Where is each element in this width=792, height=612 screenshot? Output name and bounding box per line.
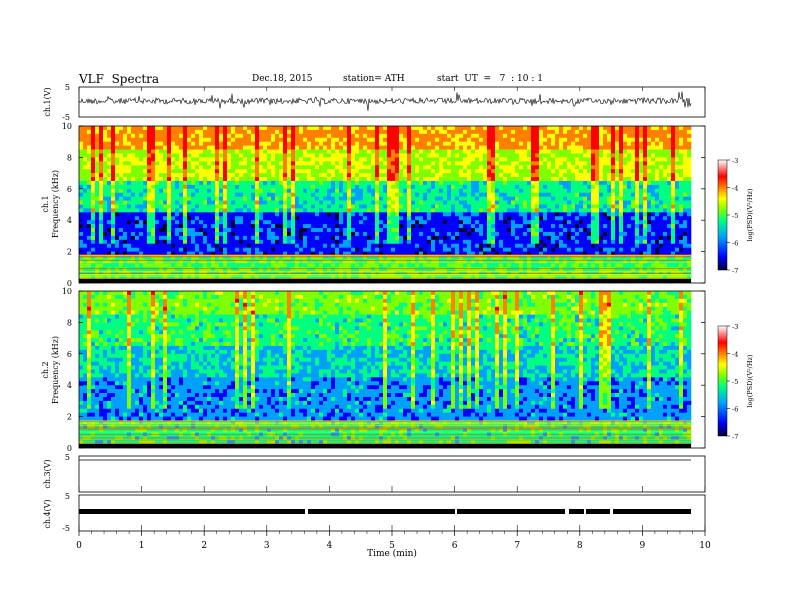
ch2-spec-ylabel-line1: ch.2 [41, 361, 50, 378]
ch1-colorbar-ticks: -3 -4 -5 -6 -7 [727, 157, 738, 275]
chart-title: VLF Spectra [79, 72, 160, 86]
colorbar-tick-label: -5 [732, 212, 738, 220]
ch1-waveform-panel: 5 -5 ch.1(V) [43, 83, 706, 122]
ch2-spec-ylabel-line2: Frequency (kHz) [51, 336, 60, 404]
ch2-colorbar [717, 325, 728, 437]
x-tick-label: 7 [514, 541, 520, 551]
spec-ytick-label: 2 [67, 248, 72, 257]
ch2-spectrogram-image [79, 291, 705, 449]
colorbar-tick-label: -4 [732, 185, 738, 193]
ch1-spec-ylabel-line2: Frequency (kHz) [51, 170, 60, 238]
ch2-yticks: 0 2 4 6 8 10 [62, 287, 705, 453]
colorbar-tick-label: -7 [732, 433, 738, 441]
colorbar-tick-label: -7 [732, 267, 738, 275]
spec-ytick-label: 6 [67, 185, 72, 194]
ch1-colorbar [717, 159, 728, 271]
start-time-label: start UT = 7 : 10 : 1 [437, 74, 543, 84]
colorbar-tick-label: -3 [732, 157, 738, 165]
spec-ytick-label: 4 [67, 216, 72, 225]
spec-ytick-label: 4 [67, 381, 72, 390]
spec-ytick-label: 10 [62, 122, 72, 131]
ch3-waveform-panel: 5 ch.3(V) [43, 453, 706, 493]
ch4-waveform-panel: 5 -5 ch.4(V) [43, 492, 706, 533]
ch1-spec-ylabel-line1: ch.1 [41, 195, 50, 212]
ch4-waveform-line [79, 509, 691, 514]
spec-ytick-label: 8 [67, 153, 72, 162]
ch1-yticks: 0 2 4 6 8 10 [62, 122, 705, 288]
ch4-ylabel: ch.4(V) [43, 499, 52, 528]
ch1-ytick-bottom: -5 [62, 113, 70, 122]
spec-ytick-label: 0 [67, 444, 72, 453]
ch1-spectrogram-image [79, 126, 705, 284]
spec-ytick-label: 6 [67, 350, 72, 359]
colorbar-tick-label: -6 [732, 406, 738, 414]
date-label: Dec.18, 2015 [252, 74, 313, 84]
x-tick-label: 3 [264, 541, 270, 551]
colorbar-tick-label: -3 [732, 323, 738, 331]
ch3-ytick-top: 5 [65, 453, 70, 462]
ch1-waveform-line [78, 91, 692, 111]
ch1-colorbar-label: log(PSD)(V²/Hz) [746, 188, 754, 241]
ch4-ytick-top: 5 [65, 492, 70, 501]
spec-ytick-label: 8 [67, 318, 72, 327]
x-tick-label: 1 [139, 541, 145, 551]
x-tick-label: 9 [640, 541, 646, 551]
spec-ytick-label: 10 [62, 287, 72, 296]
ch2-colorbar-label: log(PSD)(V²/Hz) [746, 354, 754, 407]
x-tick-label: 0 [76, 541, 82, 551]
ch3-xticks [78, 486, 706, 492]
ch2-colorbar-ticks: -3 -4 -5 -6 -7 [727, 323, 738, 441]
ch4-xticks [78, 525, 706, 531]
ch3-ylabel: ch.3(V) [43, 459, 52, 488]
x-axis-label: Time (min) [367, 548, 417, 559]
x-tick-label: 2 [201, 541, 207, 551]
ch1-waveform-ylabel: ch.1(V) [43, 87, 52, 116]
ch4-ytick-bottom: -5 [62, 524, 70, 533]
colorbar-tick-label: -4 [732, 351, 738, 359]
station-label: station= ATH [343, 74, 405, 84]
spec-ytick-label: 2 [67, 413, 72, 422]
colorbar-tick-label: -5 [732, 378, 738, 386]
colorbar-tick-label: -6 [732, 240, 738, 248]
x-tick-label: 10 [699, 541, 711, 551]
x-axis: 0 1 2 3 4 5 6 7 8 9 10 [76, 87, 711, 551]
x-tick-label: 4 [327, 541, 333, 551]
x-tick-label: 5 [389, 541, 395, 551]
spec-ytick-label: 0 [67, 279, 72, 288]
ch1-ytick-top: 5 [65, 83, 70, 92]
x-tick-label: 6 [452, 541, 458, 551]
x-tick-label: 8 [577, 541, 583, 551]
